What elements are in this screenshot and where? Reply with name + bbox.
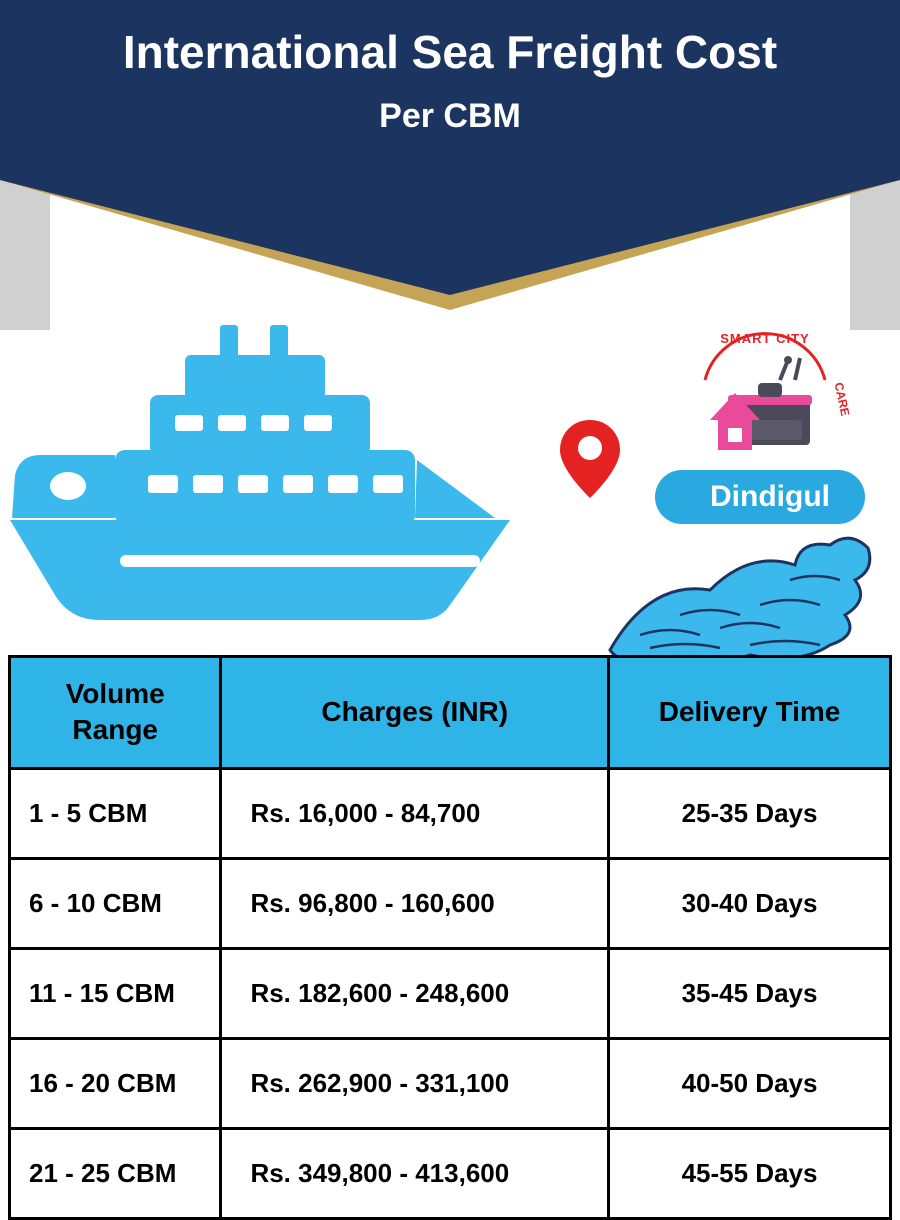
cell-charges: Rs. 262,900 - 331,100 xyxy=(221,1038,609,1128)
cell-delivery: 35-45 Days xyxy=(609,948,891,1038)
cell-delivery: 40-50 Days xyxy=(609,1038,891,1128)
location-badge: Dindigul xyxy=(655,470,865,524)
table-row: 1 - 5 CBM Rs. 16,000 - 84,700 25-35 Days xyxy=(10,768,891,858)
ship-icon xyxy=(0,300,530,640)
table-header-row: VolumeRange Charges (INR) Delivery Time xyxy=(10,657,891,769)
banner-main: International Sea Freight Cost Per CBM xyxy=(0,0,900,180)
cell-volume: 16 - 20 CBM xyxy=(10,1038,221,1128)
cell-volume: 6 - 10 CBM xyxy=(10,858,221,948)
cell-delivery: 25-35 Days xyxy=(609,768,891,858)
cell-volume: 21 - 25 CBM xyxy=(10,1128,221,1218)
location-name: Dindigul xyxy=(710,480,830,513)
table-row: 16 - 20 CBM Rs. 262,900 - 331,100 40-50 … xyxy=(10,1038,891,1128)
location-pin-icon xyxy=(560,420,620,500)
chevron-navy xyxy=(0,180,900,295)
table-row: 6 - 10 CBM Rs. 96,800 - 160,600 30-40 Da… xyxy=(10,858,891,948)
illustration-area: SMART CITY CARE Dindigul xyxy=(0,350,900,660)
cell-delivery: 45-55 Days xyxy=(609,1128,891,1218)
cell-charges: Rs. 96,800 - 160,600 xyxy=(221,858,609,948)
cell-volume: 1 - 5 CBM xyxy=(10,768,221,858)
col-header-delivery: Delivery Time xyxy=(609,657,891,769)
table-row: 21 - 25 CBM Rs. 349,800 - 413,600 45-55 … xyxy=(10,1128,891,1218)
cell-volume: 11 - 15 CBM xyxy=(10,948,221,1038)
brand-logo: SMART CITY CARE xyxy=(680,325,850,465)
cell-charges: Rs. 349,800 - 413,600 xyxy=(221,1128,609,1218)
svg-text:SMART CITY: SMART CITY xyxy=(720,331,809,346)
cell-delivery: 30-40 Days xyxy=(609,858,891,948)
cell-charges: Rs. 182,600 - 248,600 xyxy=(221,948,609,1038)
col-header-charges: Charges (INR) xyxy=(221,657,609,769)
wave-icon xyxy=(600,520,880,670)
header-banner: International Sea Freight Cost Per CBM xyxy=(0,0,900,350)
table-row: 11 - 15 CBM Rs. 182,600 - 248,600 35-45 … xyxy=(10,948,891,1038)
svg-text:CARE: CARE xyxy=(832,381,850,417)
page-title: International Sea Freight Cost xyxy=(123,25,777,79)
cell-charges: Rs. 16,000 - 84,700 xyxy=(221,768,609,858)
pricing-table: VolumeRange Charges (INR) Delivery Time … xyxy=(8,655,892,1220)
col-header-volume: VolumeRange xyxy=(10,657,221,769)
page-subtitle: Per CBM xyxy=(379,97,521,136)
